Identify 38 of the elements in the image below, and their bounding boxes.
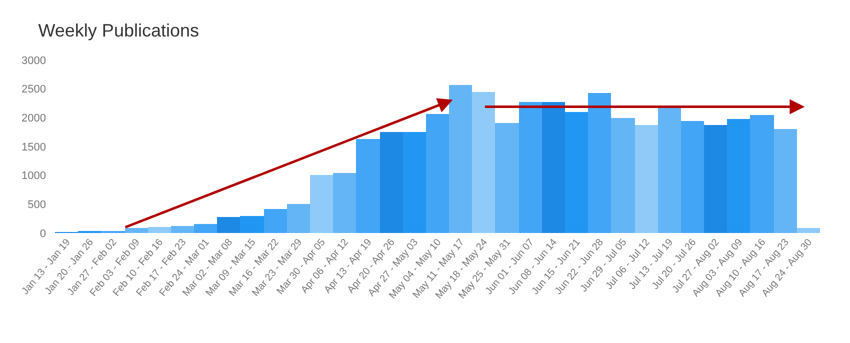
bar — [217, 217, 240, 233]
bar — [449, 85, 472, 233]
bar — [194, 224, 217, 233]
bar — [403, 132, 426, 233]
bar — [588, 93, 611, 233]
bar — [426, 114, 449, 233]
bar — [727, 119, 750, 233]
bar — [171, 226, 194, 233]
bar — [519, 102, 542, 233]
bar — [658, 108, 681, 233]
bar — [240, 216, 264, 233]
bar — [774, 129, 797, 233]
bar — [495, 123, 519, 233]
bar — [542, 102, 565, 233]
bar — [264, 209, 287, 233]
y-tick-label: 1500 — [22, 141, 46, 154]
y-tick-label: 2500 — [22, 84, 46, 96]
bar — [125, 228, 148, 233]
bar — [611, 118, 635, 233]
chart-title: Weekly Publications — [38, 20, 199, 41]
y-tick-label: 1000 — [22, 170, 46, 182]
bar — [472, 92, 495, 233]
bar — [797, 228, 820, 233]
y-tick-label: 3000 — [22, 54, 46, 67]
y-tick-label: 0 — [40, 228, 46, 240]
bar — [310, 175, 333, 233]
y-tick-label: 500 — [28, 199, 46, 212]
bar — [148, 227, 171, 233]
bar — [380, 132, 403, 233]
bar — [704, 125, 727, 233]
bar — [356, 139, 380, 233]
bar — [681, 121, 704, 233]
bar — [287, 204, 310, 233]
bar — [333, 173, 356, 233]
bar — [750, 115, 774, 233]
bar — [635, 125, 658, 233]
bar — [565, 112, 588, 233]
y-tick-label: 2000 — [22, 112, 46, 125]
